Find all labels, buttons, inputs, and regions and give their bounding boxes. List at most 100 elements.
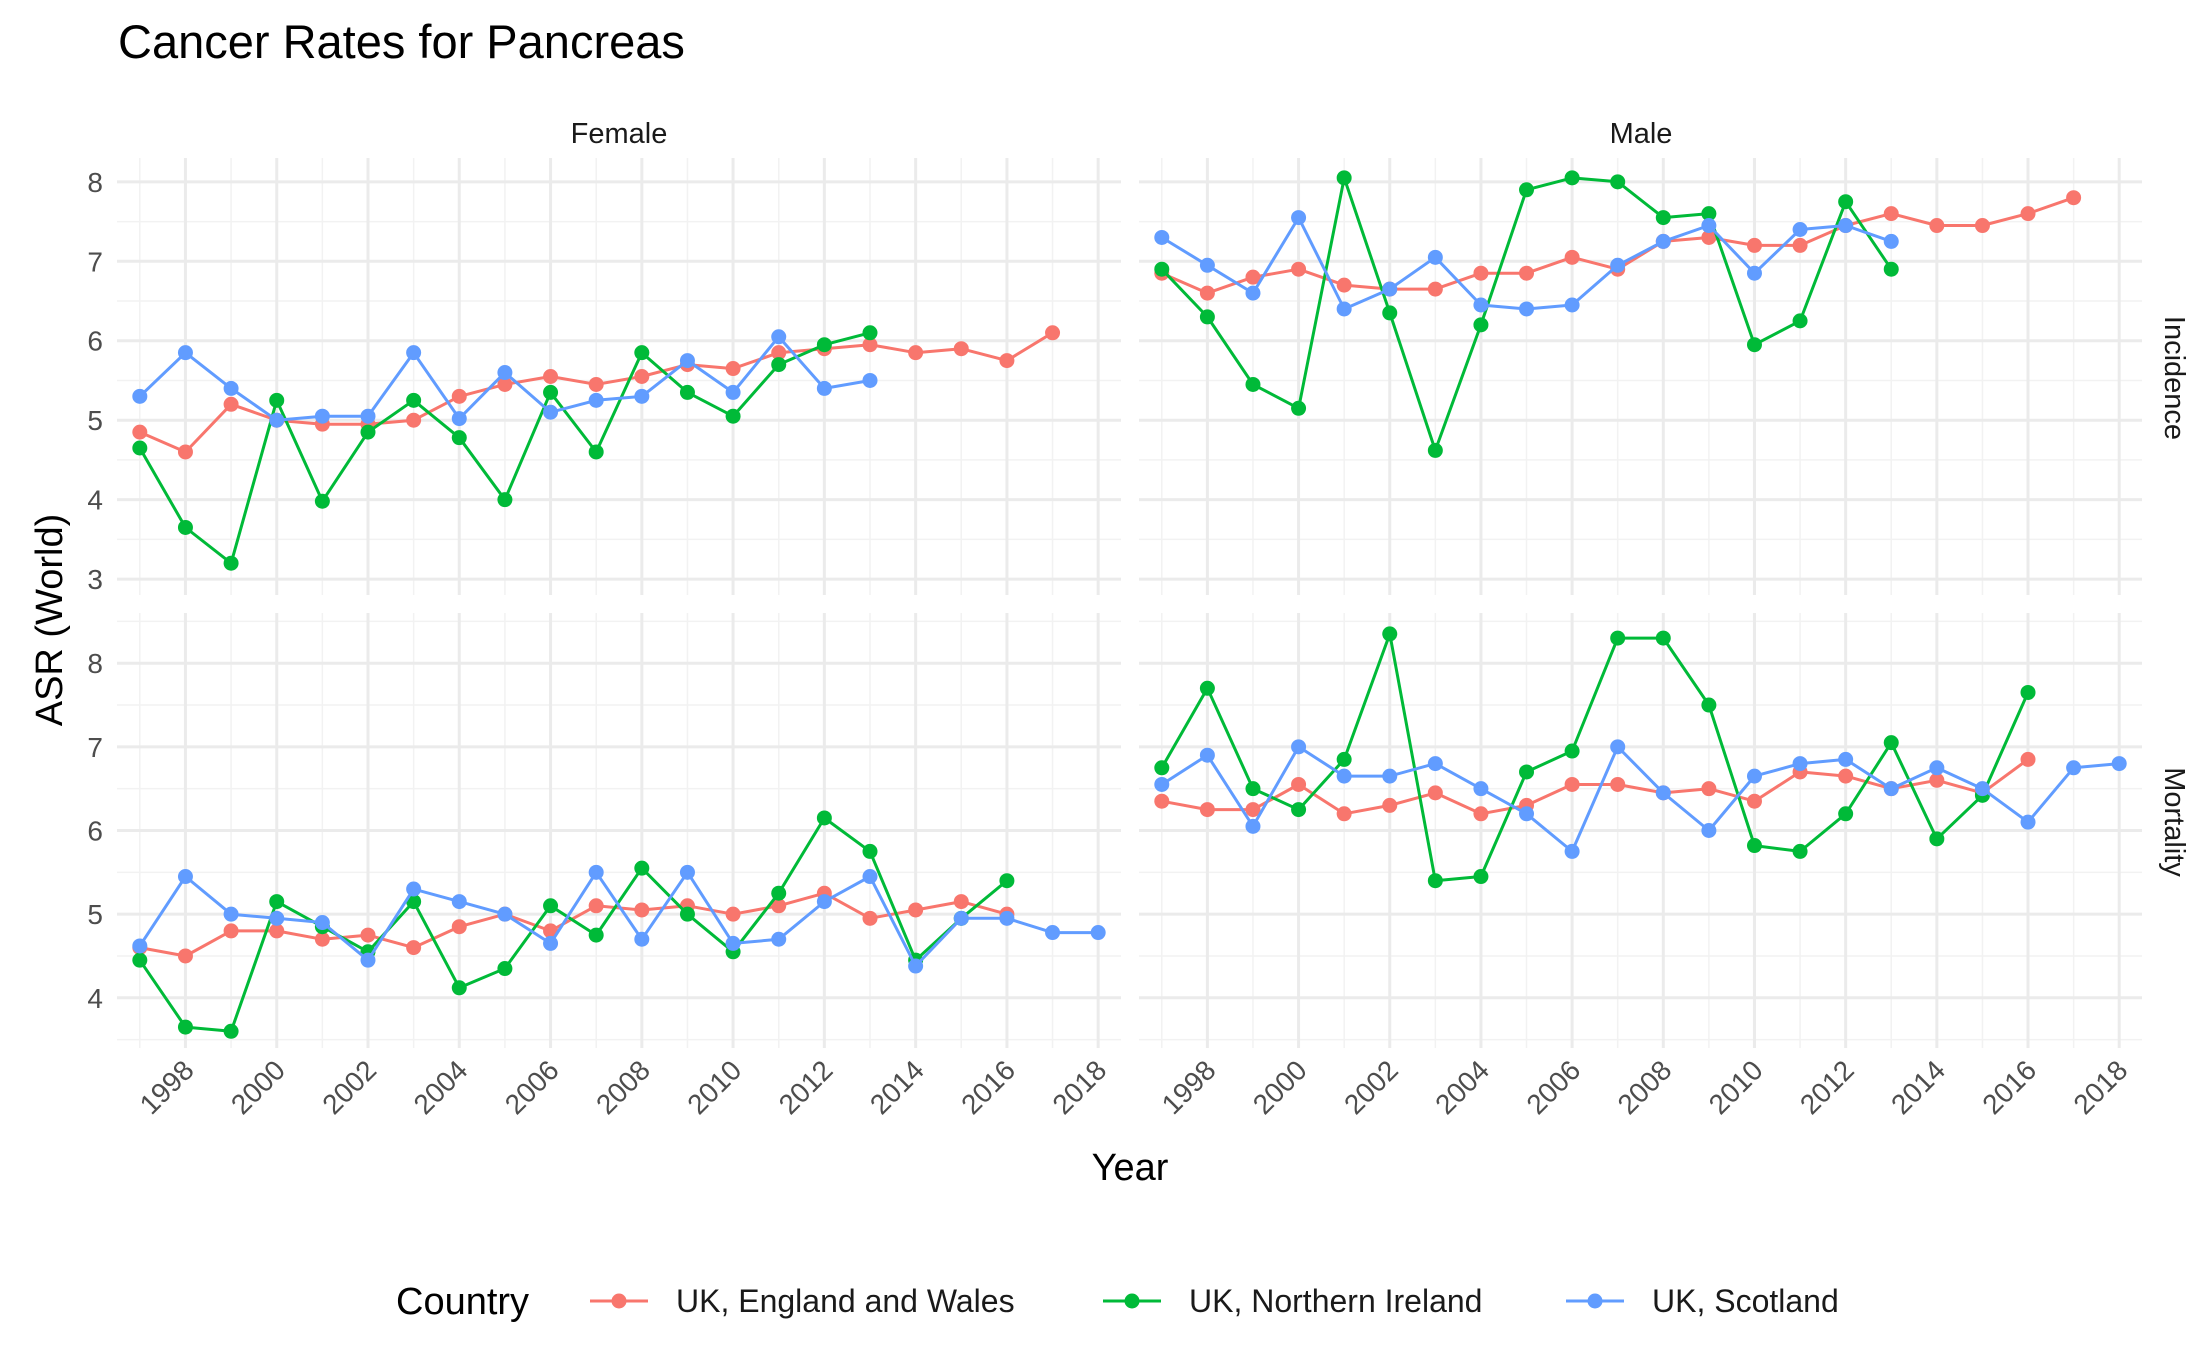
data-point-uk-northern-ireland xyxy=(223,1023,239,1039)
data-point-uk-england-and-wales xyxy=(1382,797,1398,813)
data-point-uk-england-and-wales xyxy=(862,910,878,926)
data-point-uk-england-and-wales xyxy=(269,923,285,939)
data-point-uk-england-and-wales xyxy=(451,919,467,935)
data-point-uk-scotland xyxy=(497,365,513,381)
y-tick-label: 8 xyxy=(87,648,103,679)
data-point-uk-scotland xyxy=(406,345,422,361)
data-point-uk-england-and-wales xyxy=(1427,281,1443,297)
data-point-uk-scotland xyxy=(177,869,193,885)
data-point-uk-scotland xyxy=(269,910,285,926)
data-point-uk-england-and-wales xyxy=(725,906,741,922)
data-point-uk-england-and-wales xyxy=(1473,265,1489,281)
data-point-uk-scotland xyxy=(1473,781,1489,797)
data-point-uk-england-and-wales xyxy=(771,898,787,914)
data-point-uk-northern-ireland xyxy=(177,1019,193,1035)
data-point-uk-scotland xyxy=(360,952,376,968)
data-point-uk-northern-ireland xyxy=(1382,305,1398,321)
data-point-uk-scotland xyxy=(1701,823,1717,838)
data-point-uk-scotland xyxy=(1291,739,1307,755)
data-point-uk-northern-ireland xyxy=(1655,210,1671,226)
data-point-uk-northern-ireland xyxy=(771,885,787,901)
data-point-uk-scotland xyxy=(862,372,878,388)
legend-item-northern-ireland: UK, Northern Ireland xyxy=(1103,1283,1482,1319)
legend-label: UK, England and Wales xyxy=(676,1283,1015,1319)
data-point-uk-england-and-wales xyxy=(634,369,650,384)
series-line-uk-england-and-wales xyxy=(139,891,1008,958)
data-point-uk-england-and-wales xyxy=(132,424,148,440)
data-point-uk-england-and-wales xyxy=(999,353,1015,369)
data-point-uk-england-and-wales xyxy=(1199,285,1215,301)
data-point-uk-england-and-wales xyxy=(1291,776,1307,792)
y-tick-label: 3 xyxy=(87,564,103,595)
data-point-uk-scotland xyxy=(269,412,285,428)
data-point-uk-northern-ireland xyxy=(1199,309,1215,325)
facet-label-incidence: Incidence xyxy=(2158,316,2190,440)
data-point-uk-northern-ireland xyxy=(1655,630,1671,646)
data-point-uk-scotland xyxy=(679,353,695,369)
data-point-uk-scotland xyxy=(1473,297,1489,313)
facet-label-female: Female xyxy=(571,118,668,150)
data-point-uk-england-and-wales xyxy=(1746,237,1762,253)
data-point-uk-scotland xyxy=(406,881,422,897)
data-point-uk-england-and-wales xyxy=(1336,806,1352,822)
data-point-uk-northern-ireland xyxy=(406,392,422,408)
data-point-uk-scotland xyxy=(1199,257,1215,273)
data-point-uk-scotland xyxy=(634,388,650,404)
data-point-uk-england-and-wales xyxy=(314,931,330,947)
data-point-uk-scotland xyxy=(223,906,239,922)
data-point-uk-scotland xyxy=(1929,760,1945,776)
data-point-uk-northern-ireland xyxy=(725,408,741,424)
data-point-uk-england-and-wales xyxy=(1045,325,1061,341)
data-point-uk-england-and-wales xyxy=(1610,776,1626,792)
data-point-uk-england-and-wales xyxy=(1291,261,1307,277)
data-point-uk-northern-ireland xyxy=(1427,442,1443,458)
chart-title: Cancer Rates for Pancreas xyxy=(118,15,685,68)
x-axis-title: Year xyxy=(1092,1147,1169,1189)
data-point-uk-england-and-wales xyxy=(1883,206,1899,222)
data-point-uk-scotland xyxy=(1291,210,1307,226)
data-point-uk-scotland xyxy=(2020,814,2036,830)
data-point-uk-northern-ireland xyxy=(1473,869,1489,885)
data-point-uk-england-and-wales xyxy=(1974,218,1990,234)
data-point-uk-northern-ireland xyxy=(1154,760,1170,776)
legend-key-point xyxy=(611,1293,627,1309)
series-line-uk-scotland xyxy=(138,870,1099,968)
data-point-uk-northern-ireland xyxy=(862,325,878,341)
y-axis-title: ASR (World) xyxy=(29,514,71,727)
facet-label-male: Male xyxy=(1610,118,1673,150)
data-point-uk-england-and-wales xyxy=(177,948,193,964)
data-point-uk-northern-ireland xyxy=(1746,337,1762,353)
data-point-uk-england-and-wales xyxy=(1701,229,1717,245)
data-point-uk-england-and-wales xyxy=(1929,218,1945,234)
data-point-uk-scotland xyxy=(543,935,559,951)
data-point-uk-scotland xyxy=(1245,285,1261,301)
data-point-uk-scotland xyxy=(588,864,604,880)
data-point-uk-england-and-wales xyxy=(360,927,376,943)
series-line-uk-scotland xyxy=(1160,745,2120,853)
data-point-uk-northern-ireland xyxy=(1883,735,1899,751)
data-point-uk-england-and-wales xyxy=(1701,781,1717,797)
data-point-uk-scotland xyxy=(1154,229,1170,245)
data-point-uk-northern-ireland xyxy=(1929,831,1945,847)
data-point-uk-scotland xyxy=(725,935,741,951)
data-point-uk-england-and-wales xyxy=(1154,793,1170,809)
data-point-uk-scotland xyxy=(497,906,513,922)
data-point-uk-northern-ireland xyxy=(314,493,330,509)
data-point-uk-northern-ireland xyxy=(1746,838,1762,854)
data-point-uk-england-and-wales xyxy=(177,444,193,460)
data-point-uk-scotland xyxy=(1427,249,1443,265)
data-point-uk-northern-ireland xyxy=(1519,764,1535,780)
data-point-uk-england-and-wales xyxy=(862,337,878,353)
data-point-uk-england-and-wales xyxy=(1427,785,1443,801)
data-point-uk-scotland xyxy=(360,408,376,424)
facet-label-mortality: Mortality xyxy=(2158,767,2190,877)
data-point-uk-scotland xyxy=(1974,781,1990,797)
data-point-uk-england-and-wales xyxy=(725,361,741,377)
data-point-uk-northern-ireland xyxy=(543,898,559,914)
data-point-uk-scotland xyxy=(679,864,695,880)
y-tick-label: 8 xyxy=(87,167,103,198)
data-point-uk-scotland xyxy=(132,938,148,954)
y-tick-label: 6 xyxy=(87,816,103,847)
data-point-uk-northern-ireland xyxy=(1154,261,1170,277)
